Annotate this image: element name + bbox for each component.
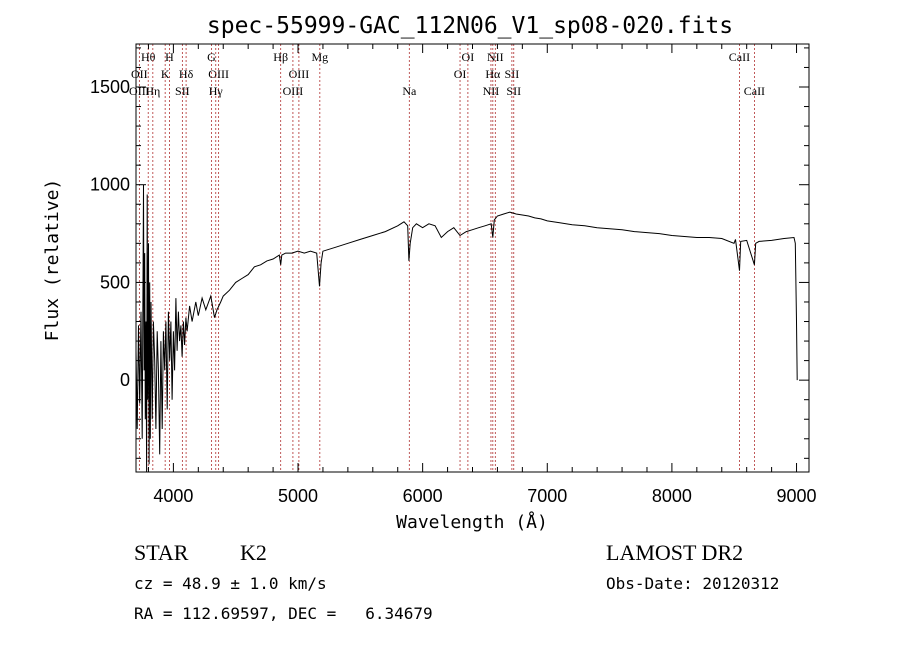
line-marker-label: NII — [483, 84, 500, 98]
line-marker-label: H — [165, 50, 174, 64]
line-marker-label: Hα — [485, 67, 501, 81]
line-marker-label: SII — [505, 67, 520, 81]
line-marker-label: Hθ — [141, 50, 156, 64]
y-axis-label: Flux (relative) — [42, 179, 63, 342]
y-tick-label: 1500 — [90, 77, 130, 97]
line-marker-label: K — [161, 67, 170, 81]
line-marker-label: Na — [402, 84, 417, 98]
line-marker-label: CaII — [729, 50, 750, 64]
line-marker-label: G — [207, 50, 216, 64]
line-marker-label: CaII — [744, 84, 765, 98]
x-tick-label: 7000 — [527, 486, 567, 506]
redshift-text: cz = 48.9 ± 1.0 km/s — [134, 574, 327, 593]
line-marker-label: Hδ — [179, 67, 194, 81]
line-marker-label: Mg — [311, 50, 328, 64]
line-marker-label: NII — [487, 50, 504, 64]
chart-title: spec-55999-GAC_112N06_V1_sp08-020.fits — [207, 13, 733, 39]
line-marker-label: OIII — [129, 84, 150, 98]
plot-frame — [135, 43, 810, 473]
y-tick-label: 0 — [120, 370, 130, 390]
x-tick-label: 4000 — [153, 486, 193, 506]
line-marker-label: OII — [131, 67, 148, 81]
y-tick-label: 500 — [100, 272, 130, 292]
x-tick-label: 6000 — [403, 486, 443, 506]
spectrum-line — [135, 184, 798, 473]
x-tick-label: 5000 — [278, 486, 318, 506]
x-axis-label: Wavelength (Å) — [396, 511, 548, 533]
line-marker-label: SII — [506, 84, 521, 98]
object-subclass: K2 — [240, 540, 267, 565]
axes: 4000 5000 6000 7000 8000 9000 0 500 1000 1500 — [90, 44, 817, 506]
line-marker-label: OIII — [283, 84, 304, 98]
survey-name: LAMOST DR2 — [606, 540, 744, 565]
x-tick-label: 8000 — [652, 486, 692, 506]
line-marker-label: OIII — [208, 67, 229, 81]
line-marker-label: SII — [175, 84, 190, 98]
x-tick-label: 9000 — [777, 486, 817, 506]
object-class: STAR — [134, 540, 189, 565]
line-marker-label: Hγ — [209, 84, 224, 98]
line-marker-label: Hη — [145, 84, 160, 98]
line-marker-label: OI — [454, 67, 467, 81]
line-marker-label: Hβ — [273, 50, 288, 64]
line-marker-label: OIII — [289, 67, 310, 81]
coordinates: RA = 112.69597, DEC = 6.34679 — [134, 604, 433, 623]
obs-date: Obs-Date: 20120312 — [606, 574, 780, 593]
y-tick-label: 1000 — [90, 175, 130, 195]
line-marker-label: OI — [462, 50, 475, 64]
